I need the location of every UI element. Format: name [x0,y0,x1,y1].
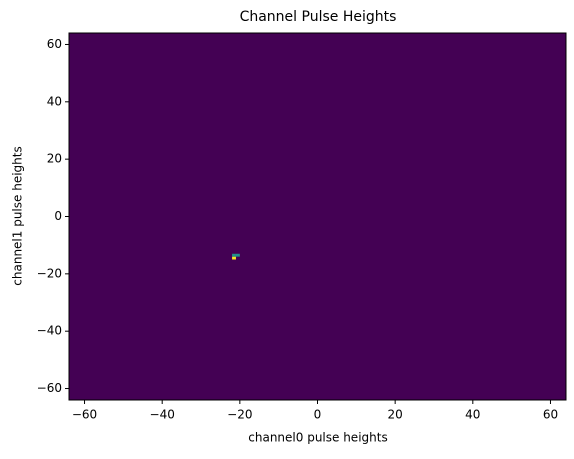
x-tick-label: −60 [72,408,97,422]
y-tick-label: −60 [37,381,62,395]
heatmap-cell [235,253,240,257]
x-tick-label: 0 [314,408,322,422]
y-tick-label: 0 [54,209,62,223]
heatmap-background [69,33,566,400]
x-tick-label: −20 [227,408,252,422]
heatmap-cell [232,256,236,260]
y-tick-label: 20 [47,152,62,166]
x-tick-label: −40 [150,408,175,422]
y-tick-label: 40 [47,94,62,108]
x-tick-label: 60 [543,408,558,422]
x-tick-label: 40 [465,408,480,422]
heatmap-cell [232,253,236,257]
y-tick-label: −40 [37,324,62,338]
x-axis-label: channel0 pulse heights [248,431,387,445]
x-tick-label: 20 [388,408,403,422]
chart-title: Channel Pulse Heights [240,9,397,25]
y-tick-label: 60 [47,37,62,51]
y-tick-label: −20 [37,266,62,280]
y-axis-label: channel1 pulse heights [11,146,25,285]
